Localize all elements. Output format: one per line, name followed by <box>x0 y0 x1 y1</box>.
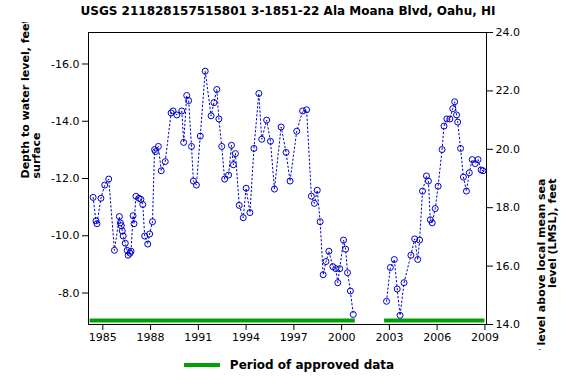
svg-text:-14.0: -14.0 <box>51 115 79 128</box>
svg-text:-8.0: -8.0 <box>58 287 79 300</box>
svg-text:1991: 1991 <box>184 331 212 344</box>
svg-text:1994: 1994 <box>232 331 260 344</box>
svg-text:Groundwater level above local: Groundwater level above local mean seale… <box>535 179 559 351</box>
svg-text:1988: 1988 <box>137 331 165 344</box>
svg-text:16.0: 16.0 <box>496 260 521 273</box>
html-text:USGS 211828157515801 3-1851-22: USGS 211828157515801 3-1851-22 Ala Moana… <box>80 4 496 18</box>
html-text:Period of approved data: Period of approved data <box>229 358 395 372</box>
svg-text:2009: 2009 <box>471 331 499 344</box>
svg-text:1985: 1985 <box>89 331 117 344</box>
svg-text:-12.0: -12.0 <box>51 172 79 185</box>
svg-text:20.0: 20.0 <box>496 143 521 156</box>
svg-text:2000: 2000 <box>328 331 356 344</box>
svg-text:Depth to water level, feet bel: Depth to water level, feet below landsur… <box>19 22 43 179</box>
svg-text:18.0: 18.0 <box>496 201 521 214</box>
svg-text:-16.0: -16.0 <box>51 58 79 71</box>
svg-text:2006: 2006 <box>423 331 451 344</box>
svg-text:1997: 1997 <box>280 331 308 344</box>
svg-text:-10.0: -10.0 <box>51 229 79 242</box>
svg-text:22.0: 22.0 <box>496 84 521 97</box>
svg-text:24.0: 24.0 <box>496 26 521 39</box>
svg-text:2003: 2003 <box>375 331 403 344</box>
svg-text:14.0: 14.0 <box>496 318 521 331</box>
